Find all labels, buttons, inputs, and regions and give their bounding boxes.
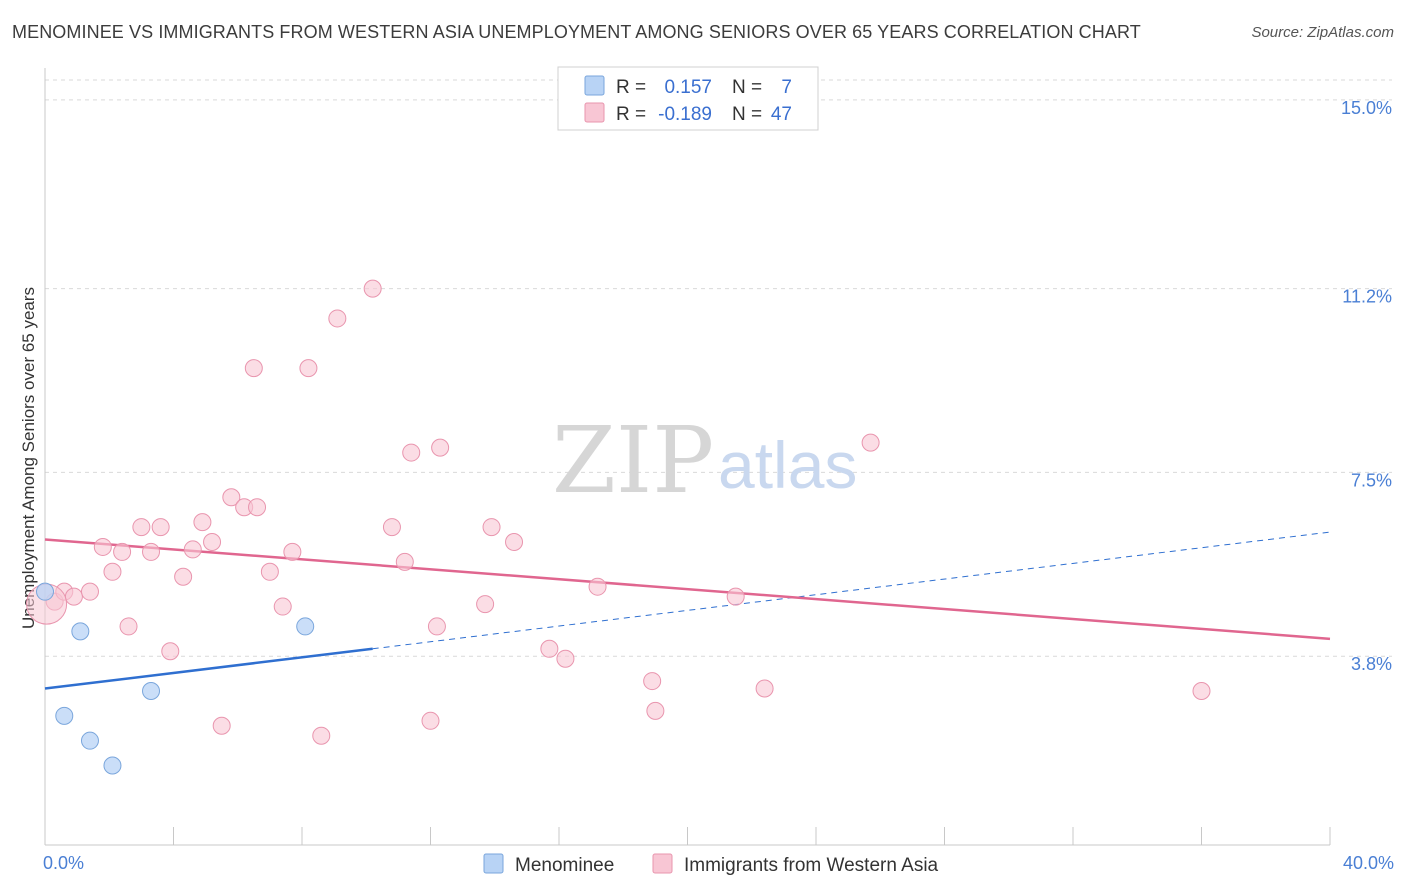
immigrants-point <box>203 532 222 551</box>
immigrants-point <box>93 537 112 556</box>
immigrants-point <box>183 540 202 559</box>
series-legend: Menominee Immigrants from Western Asia <box>483 853 939 876</box>
y-tick-label: 15.0% <box>1341 98 1392 118</box>
immigrants-point <box>427 617 446 636</box>
immigrants-point <box>113 542 132 561</box>
legend-r-value: 0.157 <box>664 77 712 98</box>
menominee-point <box>36 582 54 601</box>
y-tick-label: 11.2% <box>1342 287 1392 307</box>
immigrants-point <box>328 309 347 328</box>
watermark-zip: ZIP <box>552 407 714 514</box>
trend-lines <box>44 531 1331 690</box>
immigrants-point <box>64 587 83 606</box>
legend-n-label: N = <box>732 104 762 125</box>
immigrants-point <box>363 279 382 298</box>
immigrants-point <box>755 679 774 698</box>
menominee-point <box>103 756 122 775</box>
y-tick-label: 7.5% <box>1351 470 1392 490</box>
y-tick-labels: 3.8% 7.5% 11.2% 15.0% <box>1341 98 1392 674</box>
immigrants-point <box>174 567 193 586</box>
immigrants-trend-line <box>44 538 1331 641</box>
immigrants-point <box>103 562 122 581</box>
immigrants-point <box>80 582 99 601</box>
immigrants-point <box>260 562 279 581</box>
legend-swatch-menominee <box>584 75 605 96</box>
y-axis-label: Unemployment Among Seniors over 65 years <box>19 287 38 629</box>
legend-r-value: -0.189 <box>658 104 712 125</box>
y-tick-label: 3.8% <box>1351 654 1392 674</box>
legend-swatch-immigrants <box>584 102 605 123</box>
x-tick-label-min: 0.0% <box>43 853 84 873</box>
immigrants-point <box>861 433 880 452</box>
watermark-atlas: atlas <box>718 428 857 502</box>
legend-r-label: R = <box>616 77 646 98</box>
series-legend-swatch-menominee <box>483 853 504 874</box>
immigrants-point <box>482 518 501 537</box>
chart-title: MENOMINEE VS IMMIGRANTS FROM WESTERN ASI… <box>12 22 1141 42</box>
menominee-point <box>80 731 99 750</box>
immigrants-point <box>431 438 450 457</box>
immigrants-point <box>248 498 267 517</box>
legend-n-value: 47 <box>771 104 792 125</box>
immigrants-point <box>222 488 241 507</box>
immigrants-point <box>476 595 495 614</box>
immigrants-point <box>395 552 414 571</box>
stats-legend: R = 0.157 N = 7 R = -0.189 N = 47 <box>557 66 819 131</box>
immigrants-point <box>726 587 745 606</box>
menominee-point <box>142 682 161 701</box>
x-tick-labels: 0.0% 40.0% <box>43 853 1394 873</box>
watermark: ZIP atlas <box>552 407 857 514</box>
immigrants-point <box>556 649 575 668</box>
immigrants-point <box>402 443 421 462</box>
menominee-point <box>71 622 90 641</box>
immigrants-point <box>212 716 231 735</box>
axes <box>44 68 1331 846</box>
immigrants-point <box>299 359 318 378</box>
menominee-trend-line <box>44 647 373 690</box>
immigrants-point <box>161 642 180 661</box>
x-tick-label-max: 40.0% <box>1343 853 1394 873</box>
immigrants-point <box>540 639 559 658</box>
menominee-point <box>296 617 315 636</box>
immigrants-point <box>312 726 331 745</box>
immigrants-point <box>142 542 161 561</box>
menominee-point <box>55 706 74 725</box>
immigrants-point <box>132 518 151 537</box>
series-legend-label-menominee: Menominee <box>515 855 614 876</box>
immigrants-point <box>382 518 401 537</box>
immigrants-point <box>193 513 212 532</box>
immigrants-point <box>283 542 302 561</box>
series-legend-label-immigrants: Immigrants from Western Asia <box>684 855 939 876</box>
series-menominee-points <box>36 582 315 775</box>
immigrants-point <box>588 577 607 596</box>
immigrants-point <box>119 617 138 636</box>
immigrants-point <box>273 597 292 616</box>
legend-n-label: N = <box>732 77 762 98</box>
source-label: Source: ZipAtlas.com <box>1251 24 1394 41</box>
immigrants-point <box>244 359 263 378</box>
immigrants-point <box>421 711 440 730</box>
immigrants-point <box>1192 682 1211 701</box>
immigrants-point <box>646 701 665 720</box>
menominee-trend-extension <box>372 531 1331 650</box>
legend-r-label: R = <box>616 104 646 125</box>
legend-n-value: 7 <box>781 77 792 98</box>
immigrants-point <box>643 672 662 691</box>
series-immigrants-points <box>26 279 1211 745</box>
series-legend-swatch-immigrants <box>652 853 673 874</box>
immigrants-point <box>505 532 524 551</box>
immigrants-point <box>151 518 170 537</box>
